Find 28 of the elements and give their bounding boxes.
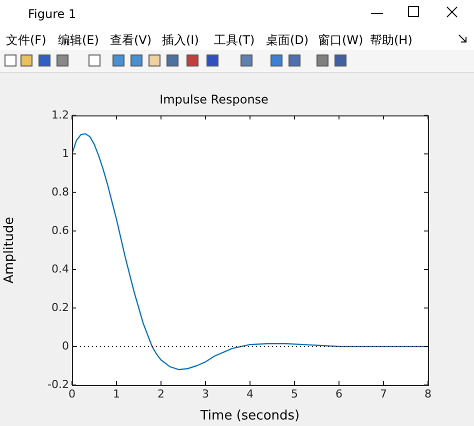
text: 工具(T) xyxy=(214,32,255,49)
chart-title: Impulse Response xyxy=(160,92,268,106)
y-tick-label: 0 xyxy=(62,339,69,352)
y-tick-label: 1.2 xyxy=(52,108,69,122)
caption: Figure 1 xyxy=(28,7,76,21)
x-tick-label: 2 xyxy=(158,387,164,400)
x-tick-label: 1 xyxy=(113,387,120,400)
y-tick-label: 0.6 xyxy=(52,224,69,237)
y-axis-title: Amplitude xyxy=(2,216,18,284)
text: 帮助(H) xyxy=(370,32,412,49)
text: 窗口(W) xyxy=(318,32,364,49)
y-tick-label: 0.2 xyxy=(52,300,69,314)
text: 桌面(D) xyxy=(266,32,309,49)
text: 编辑(E) xyxy=(58,32,99,49)
x-tick-label: 8 xyxy=(424,387,432,400)
x-tick-label: 7 xyxy=(380,387,387,400)
text: 插入(I) xyxy=(162,32,199,49)
y-tick-label: 0.4 xyxy=(52,262,69,276)
y-tick-label: -0.2 xyxy=(48,378,69,391)
y-tick-label: 1 xyxy=(62,146,69,160)
x-tick-label: 3 xyxy=(202,387,209,400)
x-tick-label: 6 xyxy=(336,387,342,400)
text: 查看(V) xyxy=(110,32,152,49)
x-tick-label: 4 xyxy=(246,387,254,400)
x-axis-title: Time (seconds) xyxy=(199,408,300,424)
text: 文件(F) xyxy=(6,32,46,49)
y-tick-label: 0.8 xyxy=(52,185,69,198)
x-tick-label: 5 xyxy=(291,387,298,400)
